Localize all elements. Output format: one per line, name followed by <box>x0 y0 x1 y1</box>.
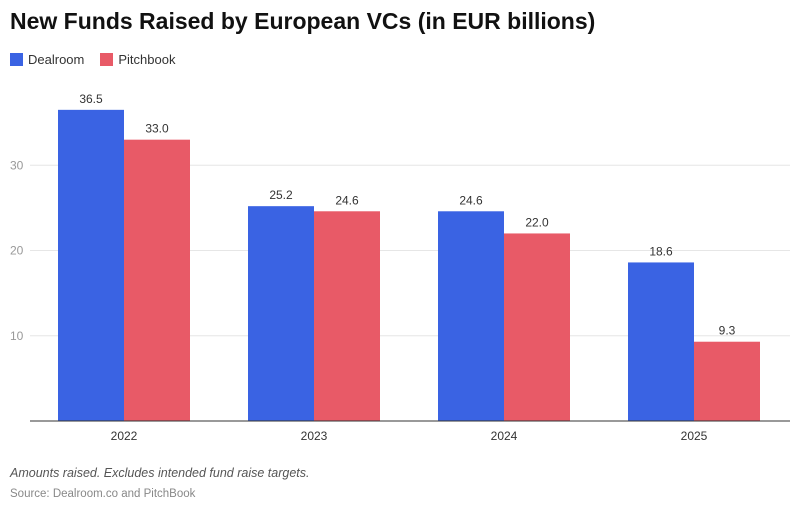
bar-pitchbook-2023 <box>314 211 380 421</box>
bar-pitchbook-2024 <box>504 233 570 421</box>
bar-pitchbook-2022 <box>124 139 190 422</box>
legend-swatch-dealroom <box>10 53 23 66</box>
y-tick-label: 30 <box>10 158 24 172</box>
x-tick-label: 2023 <box>301 429 328 443</box>
data-label: 25.2 <box>269 188 293 202</box>
legend-label-pitchbook: Pitchbook <box>118 52 176 67</box>
chart-title: New Funds Raised by European VCs (in EUR… <box>10 8 596 34</box>
data-label: 18.6 <box>649 244 673 258</box>
data-label: 33.0 <box>145 122 169 136</box>
data-label: 22.0 <box>525 215 549 229</box>
data-label: 36.5 <box>79 92 103 106</box>
x-tick-label: 2024 <box>491 429 518 443</box>
bar-dealroom-2023 <box>248 206 314 421</box>
bar-dealroom-2022 <box>58 109 124 422</box>
y-tick-label: 20 <box>10 244 24 258</box>
bar-pitchbook-2025 <box>694 341 760 421</box>
x-tick-label: 2025 <box>681 429 708 443</box>
source-note: Source: Dealroom.co and PitchBook <box>10 488 196 500</box>
legend-label-dealroom: Dealroom <box>28 52 85 67</box>
data-label: 24.6 <box>335 193 359 207</box>
legend-item-pitchbook: Pitchbook <box>100 52 175 67</box>
x-tick-label: 2022 <box>111 429 138 443</box>
legend: Dealroom Pitchbook <box>10 52 191 67</box>
legend-swatch-pitchbook <box>100 53 114 66</box>
legend-item-dealroom: Dealroom <box>10 52 84 67</box>
y-tick-label: 10 <box>10 329 24 343</box>
data-label: 24.6 <box>459 193 483 207</box>
footnote: Amounts raised. Excludes intended fund r… <box>10 466 310 480</box>
bar-dealroom-2025 <box>628 262 694 421</box>
bar-dealroom-2024 <box>438 211 504 421</box>
data-label: 9.3 <box>719 324 736 338</box>
